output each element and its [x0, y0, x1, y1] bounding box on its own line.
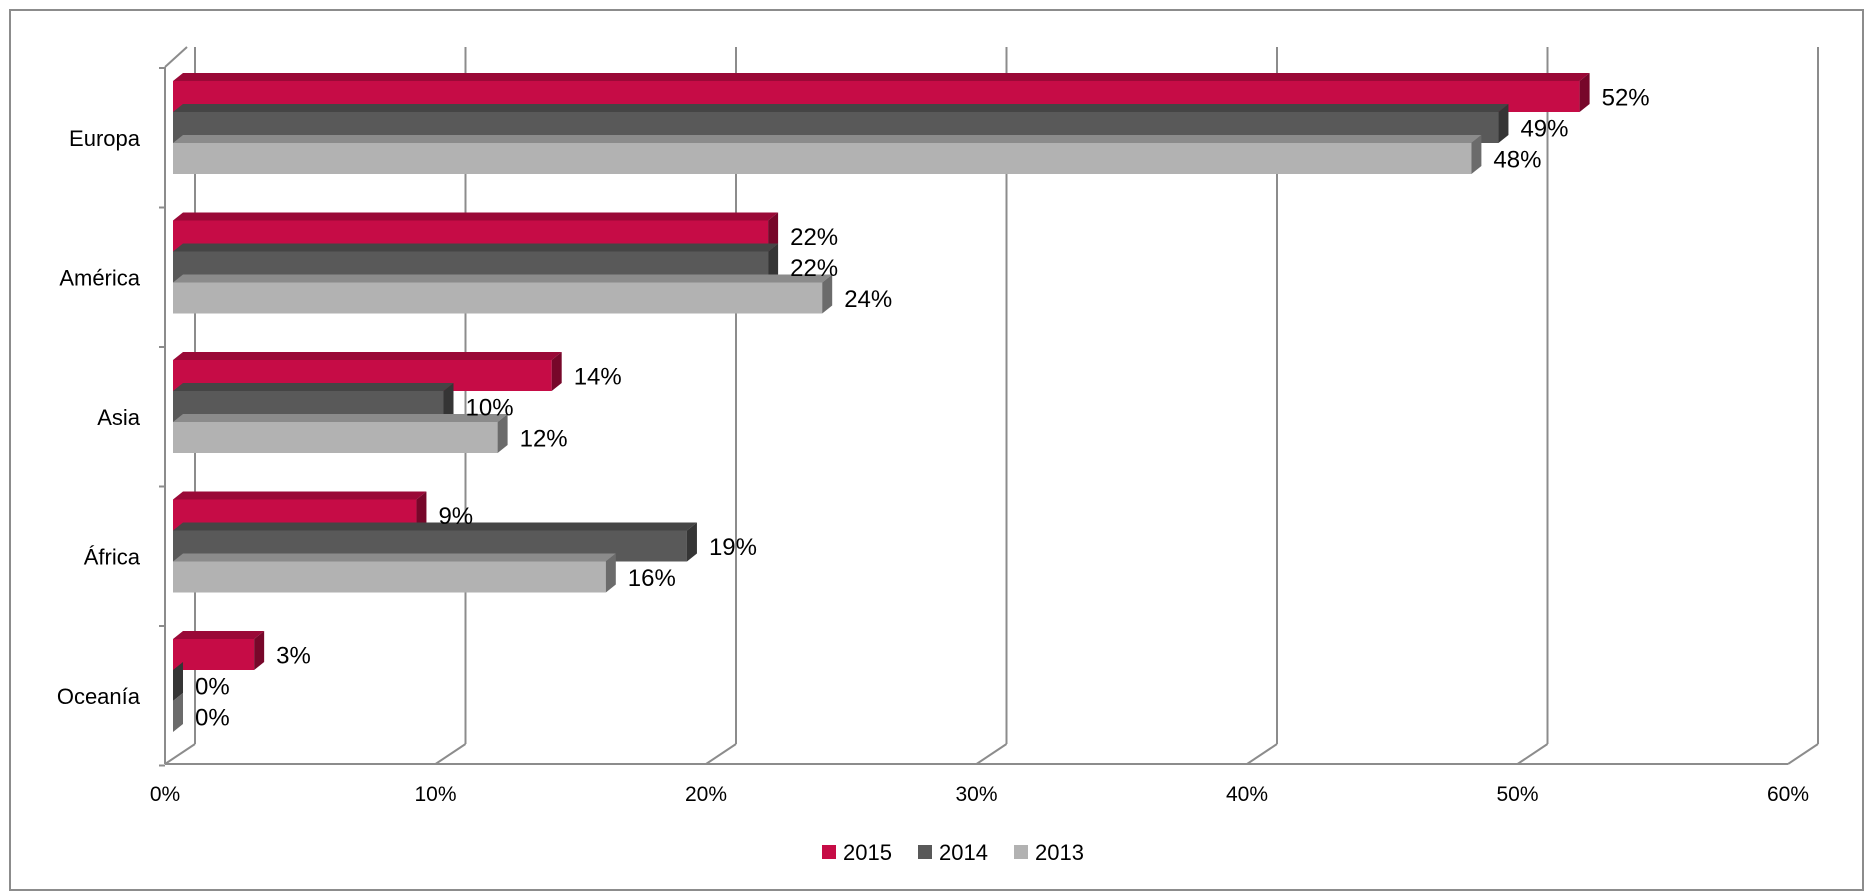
axes: 0% 10% 20% 30% 40% 50% 60% Europa América Asia Áfr… [57, 46, 1809, 806]
floor-gridline [975, 743, 1008, 765]
legend-swatch [1014, 845, 1028, 859]
floor-gridline [1516, 743, 1549, 765]
x-tick-label: 20% [685, 783, 727, 806]
data-label: 0% [195, 674, 230, 701]
data-label: 12% [520, 426, 568, 453]
legend-item-2014: 2014 [918, 840, 988, 865]
x-tick-label: 40% [1226, 783, 1268, 806]
x-tick-label: 10% [414, 783, 456, 806]
data-label: 10% [466, 395, 514, 422]
legend-label: 2013 [1035, 840, 1084, 865]
legend-swatch [822, 845, 836, 859]
category-label: Oceanía [57, 684, 141, 709]
floor-gridline [1246, 743, 1278, 765]
bar-2014-Oceanía [173, 662, 183, 701]
legend-label: 2015 [843, 840, 892, 865]
bar-2015-Asia [173, 352, 562, 391]
legend-swatch [918, 845, 932, 859]
category-label: Europa [69, 126, 141, 151]
legend-item-2015: 2015 [822, 840, 892, 865]
legend-label: 2014 [939, 840, 988, 865]
data-label: 48% [1493, 147, 1541, 174]
data-label: 52% [1602, 85, 1650, 112]
floor-gridline [434, 743, 467, 765]
data-label: 3% [276, 643, 311, 670]
category-label: Asia [97, 405, 141, 430]
bar-2015-Oceanía [173, 631, 265, 670]
bar-2013-Asia [173, 414, 508, 453]
data-label: 22% [790, 224, 838, 251]
floor-gridline [164, 743, 196, 765]
legend: 2015 2014 2013 [822, 840, 1084, 865]
data-label: 49% [1520, 116, 1568, 143]
data-label: 9% [438, 503, 473, 530]
data-label: 0% [195, 705, 230, 732]
floor-gridline [1787, 743, 1819, 765]
data-labels: 52%49%48%22%22%24%14%10%12%9%19%16%3%0%0… [195, 85, 1650, 732]
bar-2013-Europa [173, 135, 1482, 174]
x-tick-label: 30% [955, 783, 997, 806]
category-label: África [84, 544, 141, 569]
bar-2013-África [173, 553, 616, 593]
legend-item-2013: 2013 [1014, 840, 1084, 865]
category-label: América [59, 265, 140, 290]
side-wall-top [164, 46, 188, 68]
data-label: 19% [709, 534, 757, 561]
bar-2013-América [173, 274, 833, 314]
floor-gridline [705, 743, 737, 765]
data-label: 24% [844, 286, 892, 313]
x-tick-label: 60% [1767, 783, 1809, 806]
bar-2013-Oceanía [173, 693, 183, 732]
x-tick-label: 0% [150, 783, 180, 806]
x-tick-label: 50% [1496, 783, 1538, 806]
data-label: 16% [628, 565, 676, 592]
data-label: 14% [574, 364, 622, 391]
data-label: 22% [790, 255, 838, 282]
bars [173, 73, 1590, 732]
